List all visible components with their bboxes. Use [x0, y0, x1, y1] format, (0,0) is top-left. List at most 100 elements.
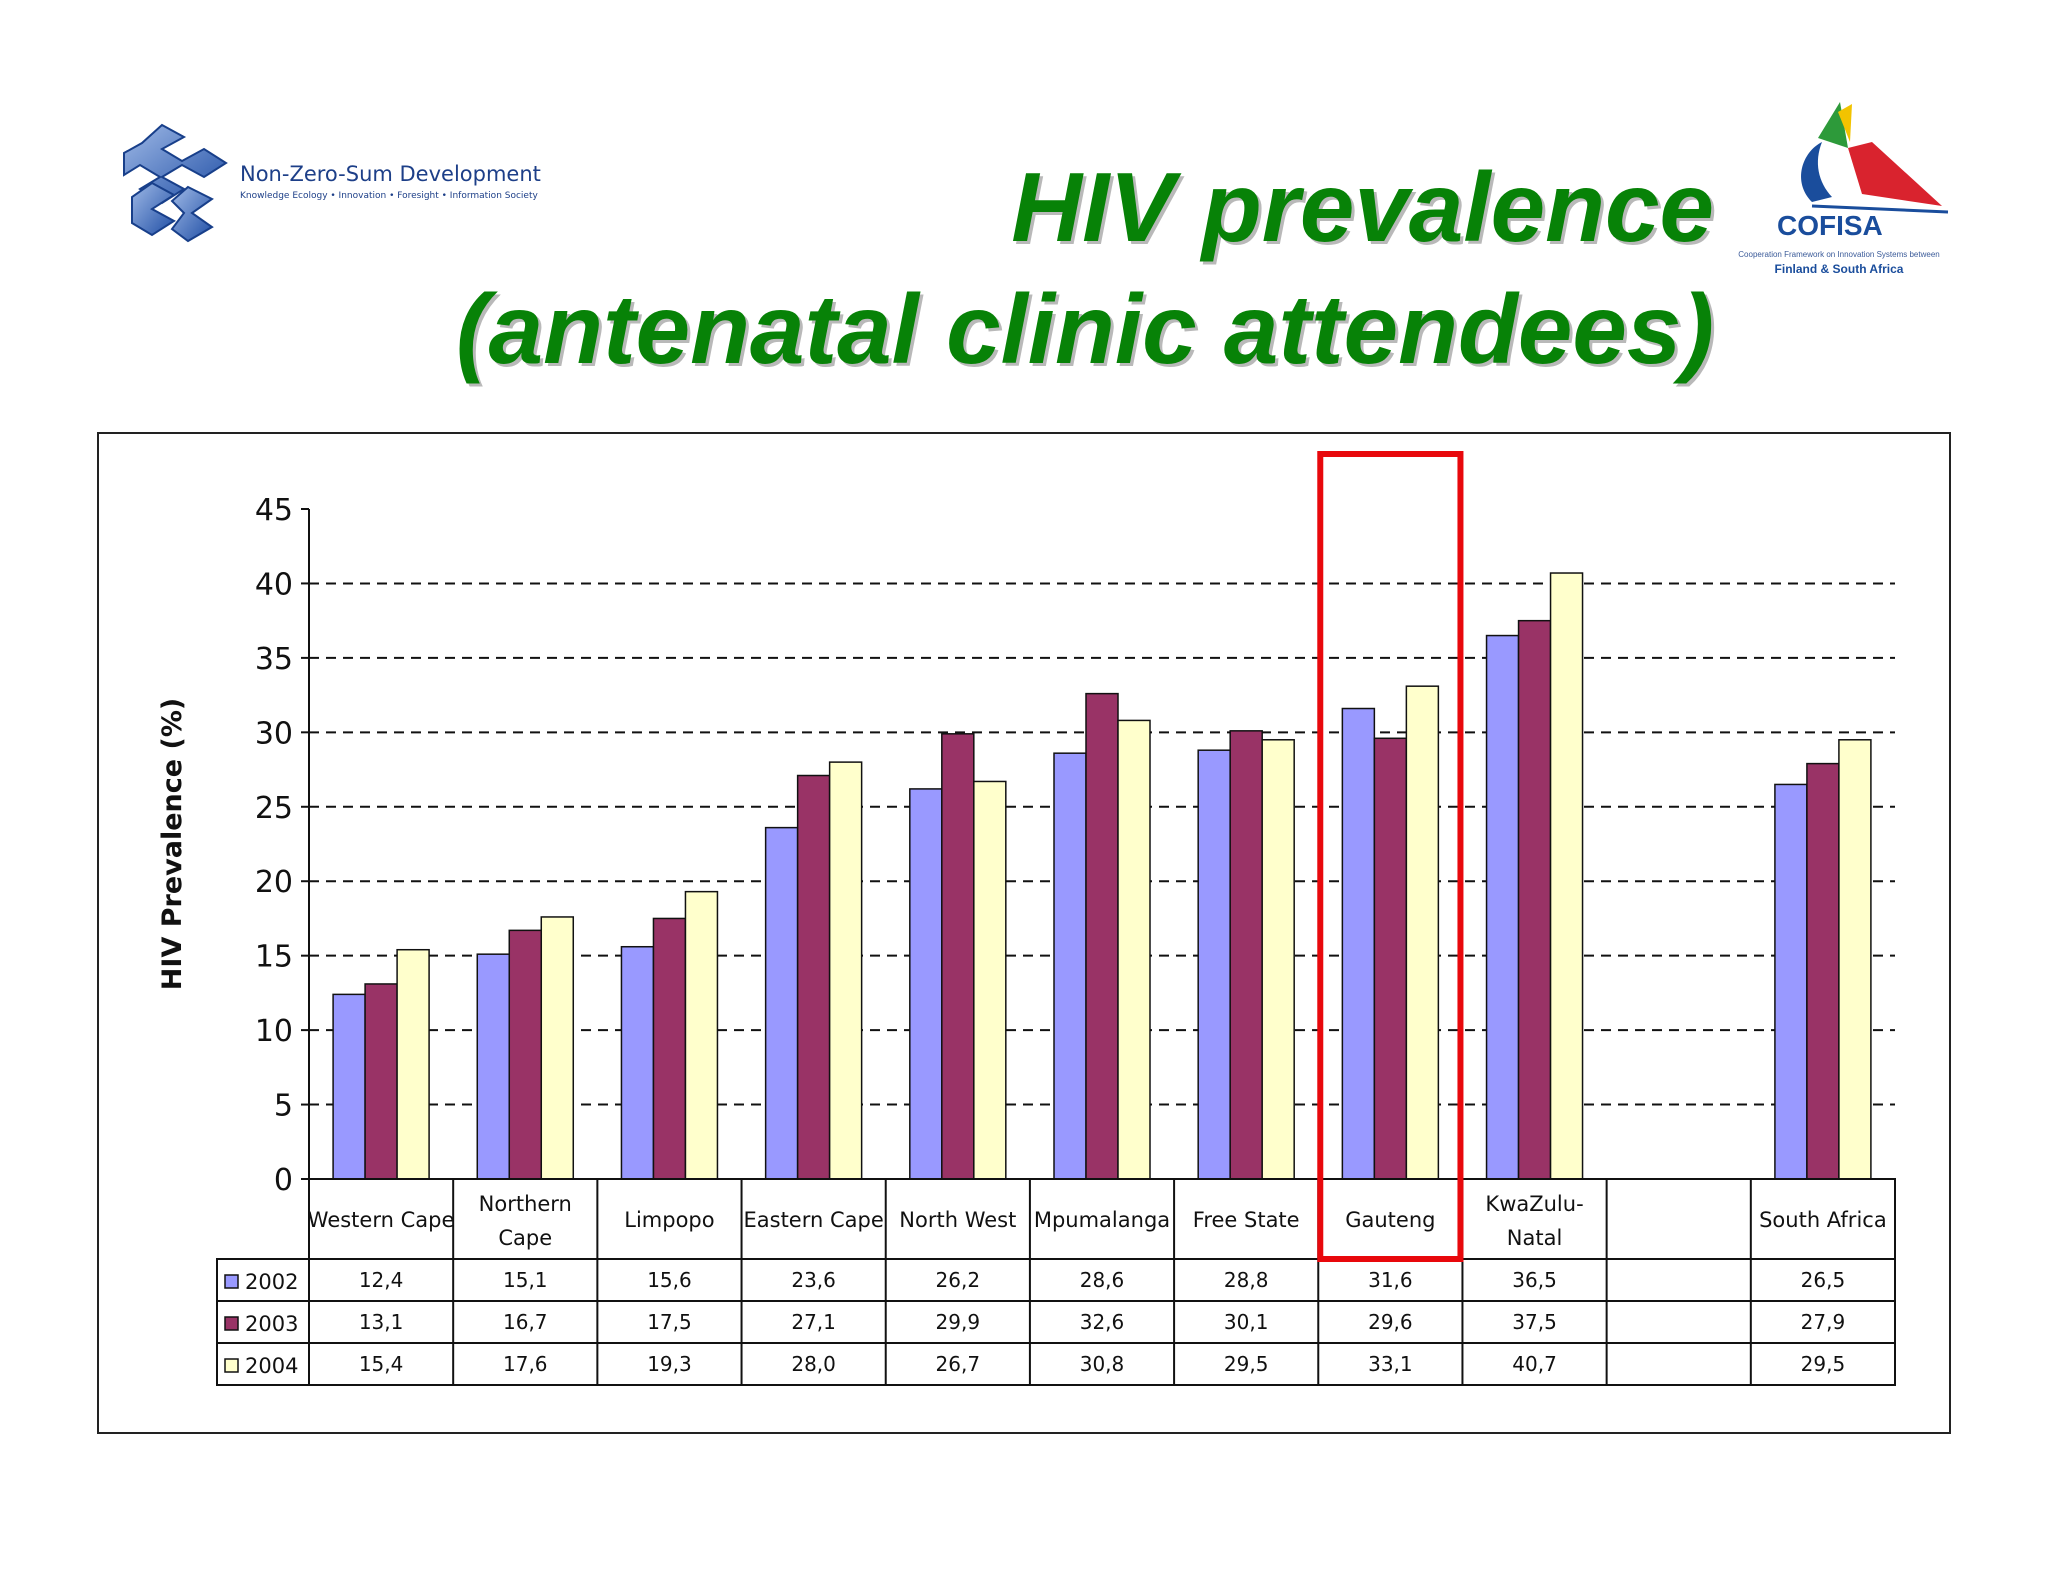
y-tick-label: 30: [255, 716, 293, 751]
data-value-label: 15,6: [647, 1268, 692, 1292]
category-label: North West: [899, 1208, 1016, 1232]
bar-2002: [620, 945, 655, 1180]
highlight-box: [1317, 451, 1464, 1262]
data-value-label: 16,7: [503, 1310, 548, 1334]
bar-2002: [1197, 749, 1231, 1180]
bar-2002: [764, 826, 799, 1180]
chart-frame: 0 5 10 15 20 25 30 35 40 45 HIV Prevalence (%) West…: [97, 432, 1951, 1434]
category-label: Western Cape: [308, 1208, 455, 1232]
legend-swatch: [224, 1274, 239, 1289]
data-value-label: 37,5: [1512, 1310, 1557, 1334]
data-value-label: 23,6: [791, 1268, 836, 1292]
data-value-label: 29,5: [1801, 1352, 1846, 1376]
bar-2003: [796, 774, 831, 1180]
category-label: Mpumalanga: [1034, 1208, 1170, 1232]
data-value-label: 27,1: [791, 1310, 836, 1334]
bar-2003: [508, 929, 543, 1180]
category-label: Natal: [1507, 1226, 1563, 1250]
bar-2004: [540, 916, 575, 1180]
bar-2003: [1229, 730, 1263, 1180]
data-value-label: 40,7: [1512, 1352, 1557, 1376]
bar-2003: [364, 983, 398, 1180]
non-zero-sum-emblem-icon: [123, 123, 228, 243]
legend-swatch: [224, 1358, 239, 1373]
data-value-label: 28,8: [1224, 1268, 1269, 1292]
slide-title-line-1: HIV prevalence: [1011, 152, 1714, 262]
data-value-label: 30,1: [1224, 1310, 1269, 1334]
category-label: Cape: [498, 1226, 552, 1250]
data-value-label: 26,2: [936, 1268, 981, 1292]
cofisa-tagline: Cooperation Framework on Innovation Syst…: [1738, 250, 1940, 259]
cofisa-logo: COFISA Cooperation Framework on Innovati…: [1722, 92, 1962, 292]
data-value-label: 32,6: [1080, 1310, 1125, 1334]
bar-2002: [1341, 707, 1376, 1180]
slide-title-line-2: (antenatal clinic attendees): [455, 274, 1714, 384]
legend-swatch: [224, 1316, 239, 1331]
y-tick-label: 45: [255, 493, 293, 528]
data-value-label: 28,0: [791, 1352, 836, 1376]
bar-2004: [828, 761, 863, 1180]
table-body-border: [216, 1258, 1896, 1386]
cofisa-tagline-2: Finland & South Africa: [1774, 262, 1904, 276]
data-value-label: 26,5: [1801, 1268, 1846, 1292]
category-label: Limpopo: [624, 1208, 714, 1232]
bar-2004: [1261, 739, 1295, 1180]
data-value-label: 15,1: [503, 1268, 548, 1292]
bar-chart: 0 5 10 15 20 25 30 35 40 45 HIV Prevalence (%) West…: [157, 451, 1896, 1386]
bar-2004: [1549, 572, 1584, 1180]
bar-2004: [1838, 739, 1872, 1180]
bar-2003: [652, 917, 687, 1180]
data-value-label: 13,1: [359, 1310, 404, 1334]
bar-2002: [476, 953, 511, 1180]
y-tick-label: 40: [255, 567, 293, 602]
data-value-label: 30,8: [1080, 1352, 1125, 1376]
y-tick-label: 25: [255, 791, 293, 826]
bar-2002: [1485, 634, 1520, 1180]
data-value-label: 17,5: [647, 1310, 692, 1334]
bar-2002: [1774, 783, 1808, 1180]
bar-2002: [332, 993, 366, 1180]
data-value-label: 17,6: [503, 1352, 548, 1376]
data-value-label: 19,3: [647, 1352, 692, 1376]
bar-2004: [684, 890, 719, 1180]
data-value-label: 29,9: [936, 1310, 981, 1334]
data-value-label: 26,7: [936, 1352, 981, 1376]
legend-label: 2003: [245, 1312, 298, 1336]
y-tick-label: 15: [255, 940, 293, 975]
data-value-label: 31,6: [1368, 1268, 1413, 1292]
category-label: Northern: [479, 1192, 572, 1216]
bar-2003: [1517, 619, 1552, 1180]
legend-label: 2002: [245, 1270, 298, 1294]
category-label: South Africa: [1759, 1208, 1887, 1232]
bar-2003: [941, 733, 975, 1180]
logo-tagline: Knowledge Ecology • Innovation • Foresig…: [240, 191, 538, 201]
logo-name: Non-Zero-Sum Development: [240, 162, 541, 186]
category-label: Eastern Cape: [744, 1208, 884, 1232]
data-value-label: 33,1: [1368, 1352, 1413, 1376]
bar-2002: [909, 788, 943, 1180]
category-label: KwaZulu-: [1485, 1192, 1583, 1216]
bar-2004: [1405, 685, 1440, 1180]
cofisa-name: COFISA: [1777, 210, 1883, 241]
bar-2004: [973, 780, 1007, 1180]
bar-2003: [1373, 737, 1408, 1180]
bar-2004: [396, 948, 430, 1180]
y-tick-label: 0: [274, 1163, 293, 1198]
data-value-label: 27,9: [1801, 1310, 1846, 1334]
bar-2003: [1806, 762, 1840, 1180]
bar-2003: [1085, 692, 1119, 1180]
y-tick-label: 35: [255, 642, 293, 677]
y-axis-label: HIV Prevalence (%): [157, 698, 188, 990]
data-value-label: 12,4: [359, 1268, 404, 1292]
data-value-label: 29,6: [1368, 1310, 1413, 1334]
category-label: Gauteng: [1345, 1208, 1435, 1232]
bar-2002: [1053, 752, 1087, 1180]
data-value-label: 36,5: [1512, 1268, 1557, 1292]
cofisa-emblem-icon: [1801, 102, 1949, 214]
y-tick-label: 10: [255, 1014, 293, 1049]
y-tick-label: 5: [274, 1089, 293, 1124]
data-value-label: 15,4: [359, 1352, 404, 1376]
bar-2004: [1117, 719, 1151, 1180]
y-tick-label: 20: [255, 865, 293, 900]
data-value-label: 29,5: [1224, 1352, 1269, 1376]
